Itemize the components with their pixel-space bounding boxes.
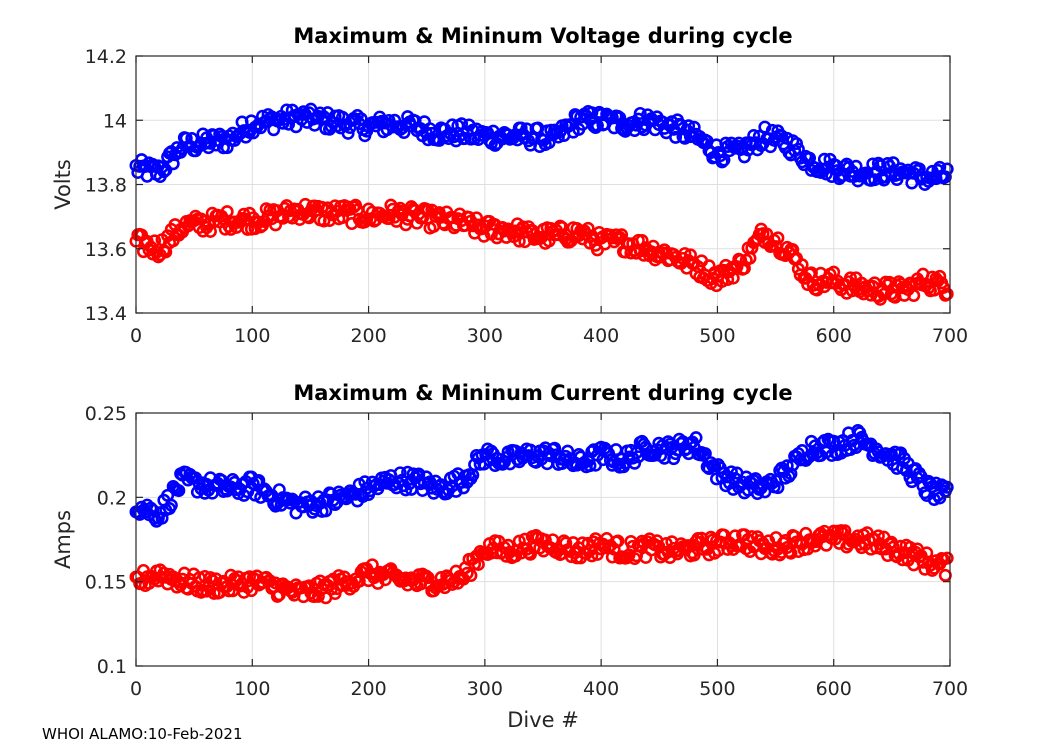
data-point-maximum-voltage: [282, 117, 296, 131]
data-point-maximum-voltage: [590, 119, 604, 133]
data-point-maximum-current: [164, 498, 178, 512]
data-point-minimum-current: [784, 546, 798, 560]
y-tick-label: 13.4: [85, 303, 127, 325]
data-point-maximum-voltage: [763, 140, 777, 154]
x-tick-label: 500: [699, 678, 735, 700]
data-point-minimum-current: [896, 553, 910, 567]
data-point-maximum-voltage: [388, 113, 402, 127]
data-point-maximum-voltage: [678, 131, 692, 145]
data-point-maximum-voltage: [481, 126, 495, 140]
data-point-maximum-voltage: [687, 120, 701, 134]
data-point-maximum-current: [771, 481, 785, 495]
data-point-maximum-voltage: [341, 126, 355, 140]
data-point-minimum-current: [838, 524, 852, 538]
data-point-maximum-voltage: [758, 120, 772, 134]
data-point-maximum-current: [561, 444, 575, 458]
data-point-maximum-current: [698, 447, 712, 461]
x-tick-label: 100: [234, 325, 270, 347]
x-tick-label: 400: [583, 678, 619, 700]
x-tick-label: 700: [932, 325, 968, 347]
data-point-maximum-voltage: [633, 106, 647, 120]
data-point-minimum-voltage: [512, 234, 526, 248]
data-point-maximum-voltage: [159, 163, 173, 177]
data-point-minimum-current: [471, 557, 485, 571]
data-point-minimum-voltage: [933, 269, 947, 283]
data-point-maximum-voltage: [715, 155, 729, 169]
data-point-minimum-voltage: [940, 287, 954, 301]
x-tick-label: 500: [699, 325, 735, 347]
data-point-maximum-voltage: [717, 153, 731, 167]
data-point-maximum-current: [548, 441, 562, 455]
data-point-minimum-current: [585, 549, 599, 563]
data-point-maximum-voltage: [790, 136, 804, 150]
data-point-minimum-current: [687, 548, 701, 562]
data-point-minimum-voltage: [469, 211, 483, 225]
data-point-maximum-current: [940, 480, 954, 494]
x-tick-label: 200: [350, 325, 386, 347]
x-tick-label: 0: [130, 678, 142, 700]
data-point-minimum-current: [270, 589, 284, 603]
data-point-minimum-voltage: [771, 231, 785, 245]
y-tick-label: 0.15: [85, 572, 127, 594]
data-point-maximum-current: [496, 457, 510, 471]
x-tick-label: 600: [816, 678, 852, 700]
data-point-minimum-voltage: [726, 271, 740, 285]
data-point-minimum-voltage: [907, 289, 921, 303]
data-point-maximum-voltage: [397, 125, 411, 139]
data-point-minimum-current: [611, 534, 625, 548]
data-point-minimum-voltage: [795, 258, 809, 272]
data-point-minimum-current: [685, 546, 699, 560]
data-point-maximum-current: [172, 484, 186, 498]
chart-title: Maximum & Mininum Voltage during cycle: [293, 24, 792, 48]
data-point-minimum-voltage: [248, 222, 262, 236]
y-tick-label: 13.6: [85, 239, 127, 261]
data-point-maximum-current: [583, 459, 597, 473]
data-point-minimum-current: [940, 551, 954, 565]
x-tick-label: 300: [467, 678, 503, 700]
data-point-maximum-current: [929, 476, 943, 490]
y-tick-label: 0.1: [97, 656, 127, 678]
y-tick-label: 13.8: [85, 175, 127, 197]
x-tick-label: 0: [130, 325, 142, 347]
data-point-minimum-current: [501, 538, 515, 552]
y-tick-label: 14.2: [85, 46, 127, 68]
data-point-maximum-voltage: [940, 162, 954, 176]
y-tick-label: 0.2: [97, 487, 127, 509]
data-point-maximum-current: [393, 466, 407, 480]
x-tick-label: 700: [932, 678, 968, 700]
data-point-minimum-voltage: [936, 280, 950, 294]
x-tick-label: 400: [583, 325, 619, 347]
data-point-minimum-current: [464, 569, 478, 583]
data-point-maximum-current: [696, 448, 710, 462]
chart-title: Maximum & Mininum Current during cycle: [293, 381, 792, 405]
y-axis-label: Volts: [51, 159, 75, 210]
data-point-minimum-voltage: [220, 205, 234, 219]
data-point-maximum-current: [689, 431, 703, 445]
data-point-maximum-current: [328, 498, 342, 512]
x-tick-label: 200: [350, 678, 386, 700]
footer-stamp: WHOI ALAMO:10-Feb-2021: [42, 725, 243, 743]
axes-frame-2: [135, 412, 951, 667]
data-point-minimum-voltage: [737, 261, 751, 275]
data-point-minimum-voltage: [721, 273, 735, 287]
x-tick-label: 100: [234, 678, 270, 700]
data-point-minimum-current: [365, 558, 379, 572]
y-tick-label: 14: [103, 110, 127, 132]
data-point-maximum-current: [724, 465, 738, 479]
data-point-minimum-current: [871, 529, 885, 543]
x-tick-label: 300: [467, 325, 503, 347]
data-point-minimum-voltage: [615, 228, 629, 242]
x-axis-label: Dive #: [507, 708, 579, 732]
data-point-maximum-voltage: [747, 129, 761, 143]
y-tick-label: 0.25: [85, 403, 127, 425]
y-axis-label: Amps: [51, 510, 75, 569]
x-tick-label: 600: [816, 325, 852, 347]
data-point-minimum-current: [762, 534, 776, 548]
data-point-minimum-current: [421, 571, 435, 585]
data-point-minimum-current: [136, 563, 150, 577]
